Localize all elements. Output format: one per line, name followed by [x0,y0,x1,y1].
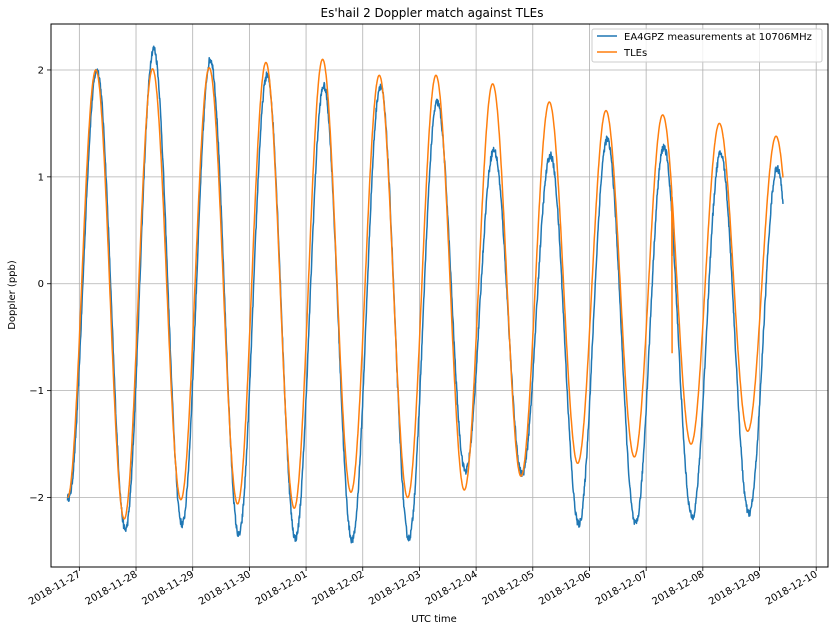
y-tick-label: 0 [38,279,44,290]
chart-title: Es'hail 2 Doppler match against TLEs [321,6,544,20]
series-line-tles [67,58,673,520]
legend-box [591,28,823,63]
y-tick-label: 1 [38,172,44,183]
plot-frame [50,23,829,568]
y-tick-label: −2 [29,493,44,504]
legend-label-tles: TLEs [623,48,647,59]
y-axis-label: Doppler (ppb) [7,260,18,330]
grid-lines [51,24,828,567]
x-axis-label: UTC time [411,614,457,625]
legend: EA4GPZ measurements at 10706MHz TLEs [591,28,823,63]
y-tick-label: −1 [29,386,44,397]
series-lines [66,45,784,544]
y-axis-ticks: −2 −1 0 1 2 [29,65,51,504]
series-line-measurements [66,45,784,544]
y-tick-label: 2 [38,65,44,76]
series-line-tles [671,122,784,445]
legend-label-measurements: EA4GPZ measurements at 10706MHz [624,32,812,43]
